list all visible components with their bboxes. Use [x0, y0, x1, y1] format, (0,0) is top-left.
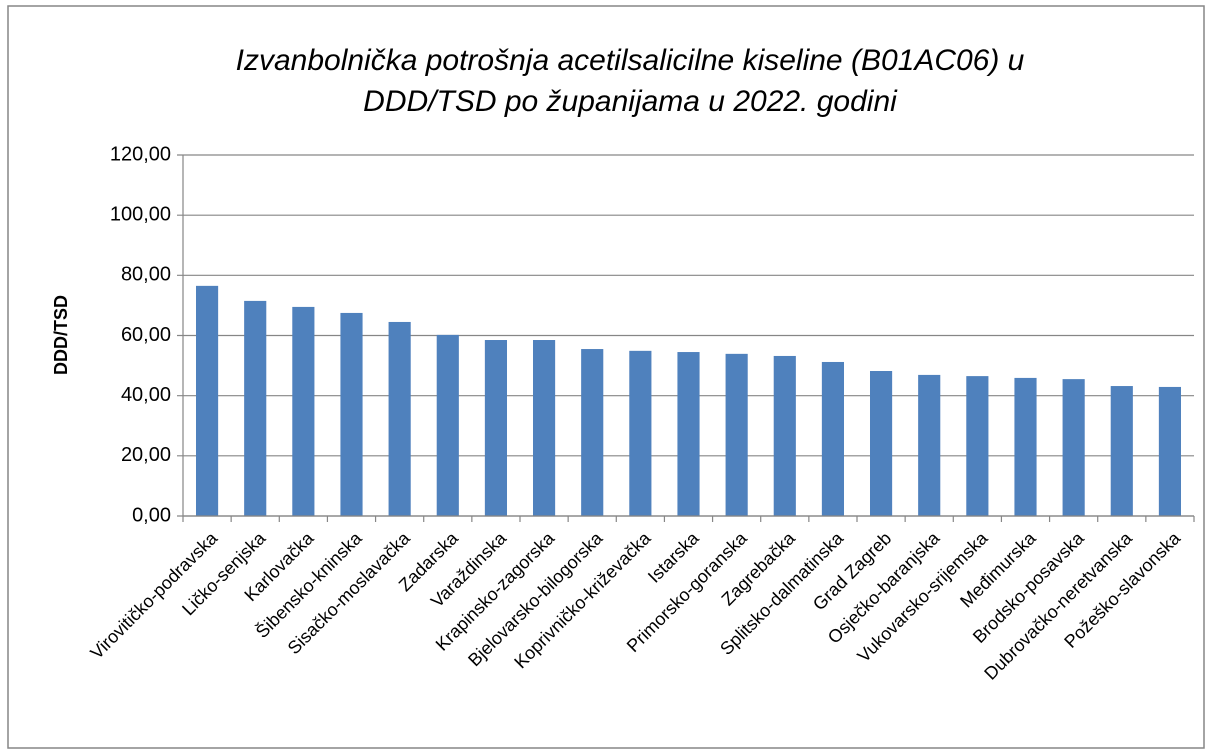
- y-tick-label: 0,00: [132, 504, 171, 526]
- y-tick-label: 120,00: [110, 143, 171, 165]
- bar: [532, 340, 556, 516]
- bar: [1110, 386, 1133, 516]
- bar: [1158, 386, 1182, 516]
- bar: [292, 306, 315, 516]
- y-tick-label: 80,00: [121, 264, 171, 286]
- bar: [966, 376, 989, 516]
- bar: [340, 312, 363, 516]
- y-axis-label: DDD/TSD: [51, 295, 71, 375]
- bar: [581, 349, 604, 516]
- bar: [773, 355, 796, 516]
- bar: [869, 370, 893, 516]
- bar: [436, 334, 459, 516]
- chart-title: DDD/TSD po županijama u 2022. godini: [363, 85, 898, 118]
- y-tick-label: 40,00: [121, 384, 171, 406]
- bar: [195, 285, 219, 516]
- chart-title: Izvanbolnička potrošnja acetilsalicilne …: [236, 44, 1025, 77]
- y-tick-label: 60,00: [121, 324, 171, 346]
- bar: [821, 361, 845, 516]
- y-tick-label: 20,00: [121, 444, 171, 466]
- bar: [1062, 379, 1085, 516]
- bar: [484, 340, 508, 516]
- bar: [918, 374, 941, 516]
- bar: [725, 353, 748, 516]
- bar: [244, 300, 267, 516]
- bar: [1014, 377, 1037, 516]
- bar: [388, 321, 411, 516]
- bar: [677, 352, 700, 516]
- bar: [629, 350, 652, 516]
- y-tick-label: 100,00: [110, 203, 171, 225]
